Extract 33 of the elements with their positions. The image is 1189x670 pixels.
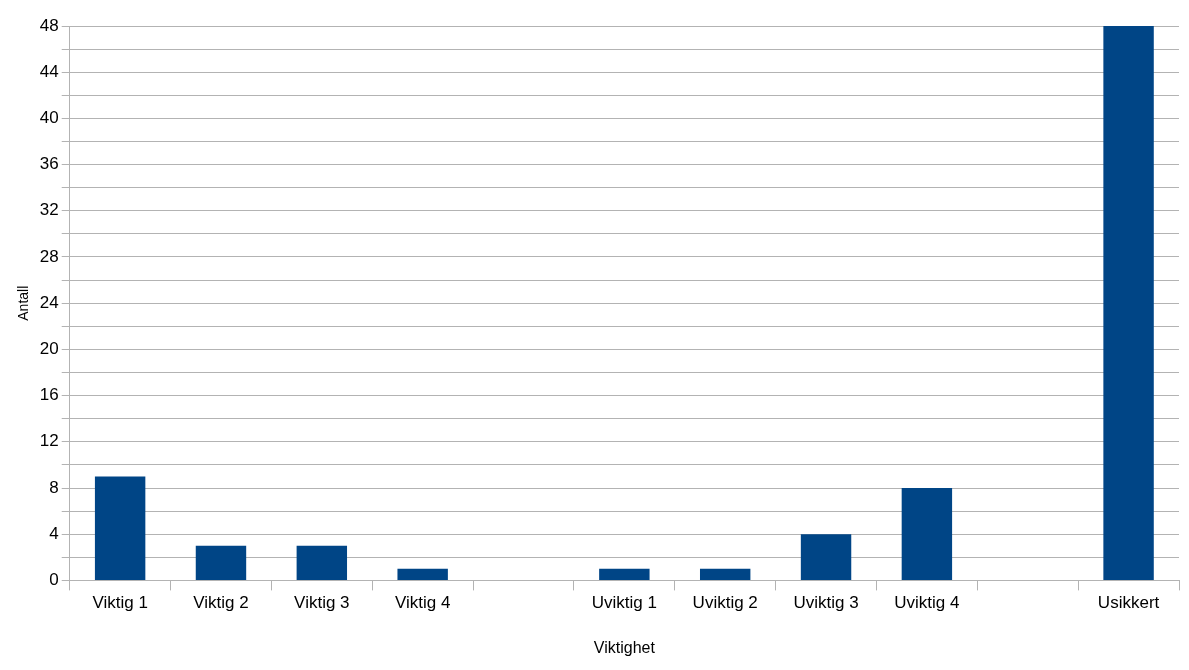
y-tick-label: 36 (39, 154, 59, 174)
x-tick-label: Uviktig 1 (591, 593, 657, 613)
y-tick-label: 20 (39, 339, 59, 359)
y-tick-label: 8 (49, 477, 59, 497)
y-tick-label: 48 (39, 15, 59, 35)
bar (397, 568, 448, 580)
y-tick-label: 40 (39, 108, 59, 128)
x-tick-label: Viktig 3 (294, 593, 350, 613)
x-tick-label: Uviktig 4 (894, 593, 960, 613)
y-tick-label: 28 (39, 246, 59, 266)
y-tick-label: 0 (49, 570, 59, 590)
x-tick-label: Viktig 2 (193, 593, 249, 613)
bar (296, 545, 348, 580)
x-axis-title: Viktighet (593, 638, 656, 656)
y-tick-label: 44 (39, 61, 59, 81)
y-tick-label: 12 (39, 431, 59, 451)
x-tick-label: Viktig 4 (394, 593, 451, 613)
y-tick-label: 16 (39, 385, 59, 405)
y-axis-title: Antall (15, 285, 32, 321)
y-tick-label: 24 (39, 292, 59, 312)
bar (699, 568, 751, 580)
bar (195, 545, 247, 580)
y-tick-label: 32 (39, 200, 59, 220)
bar (599, 568, 650, 580)
x-tick-label: Viktig 1 (92, 593, 148, 613)
x-tick-label: Usikkert (1097, 593, 1160, 613)
bar (901, 488, 953, 580)
y-tick-label: 4 (49, 523, 59, 543)
bar (1103, 26, 1154, 580)
bar (800, 534, 852, 580)
x-tick-label: Uviktig 2 (692, 593, 758, 613)
bar (94, 476, 146, 580)
x-tick-label: Uviktig 3 (793, 593, 859, 613)
